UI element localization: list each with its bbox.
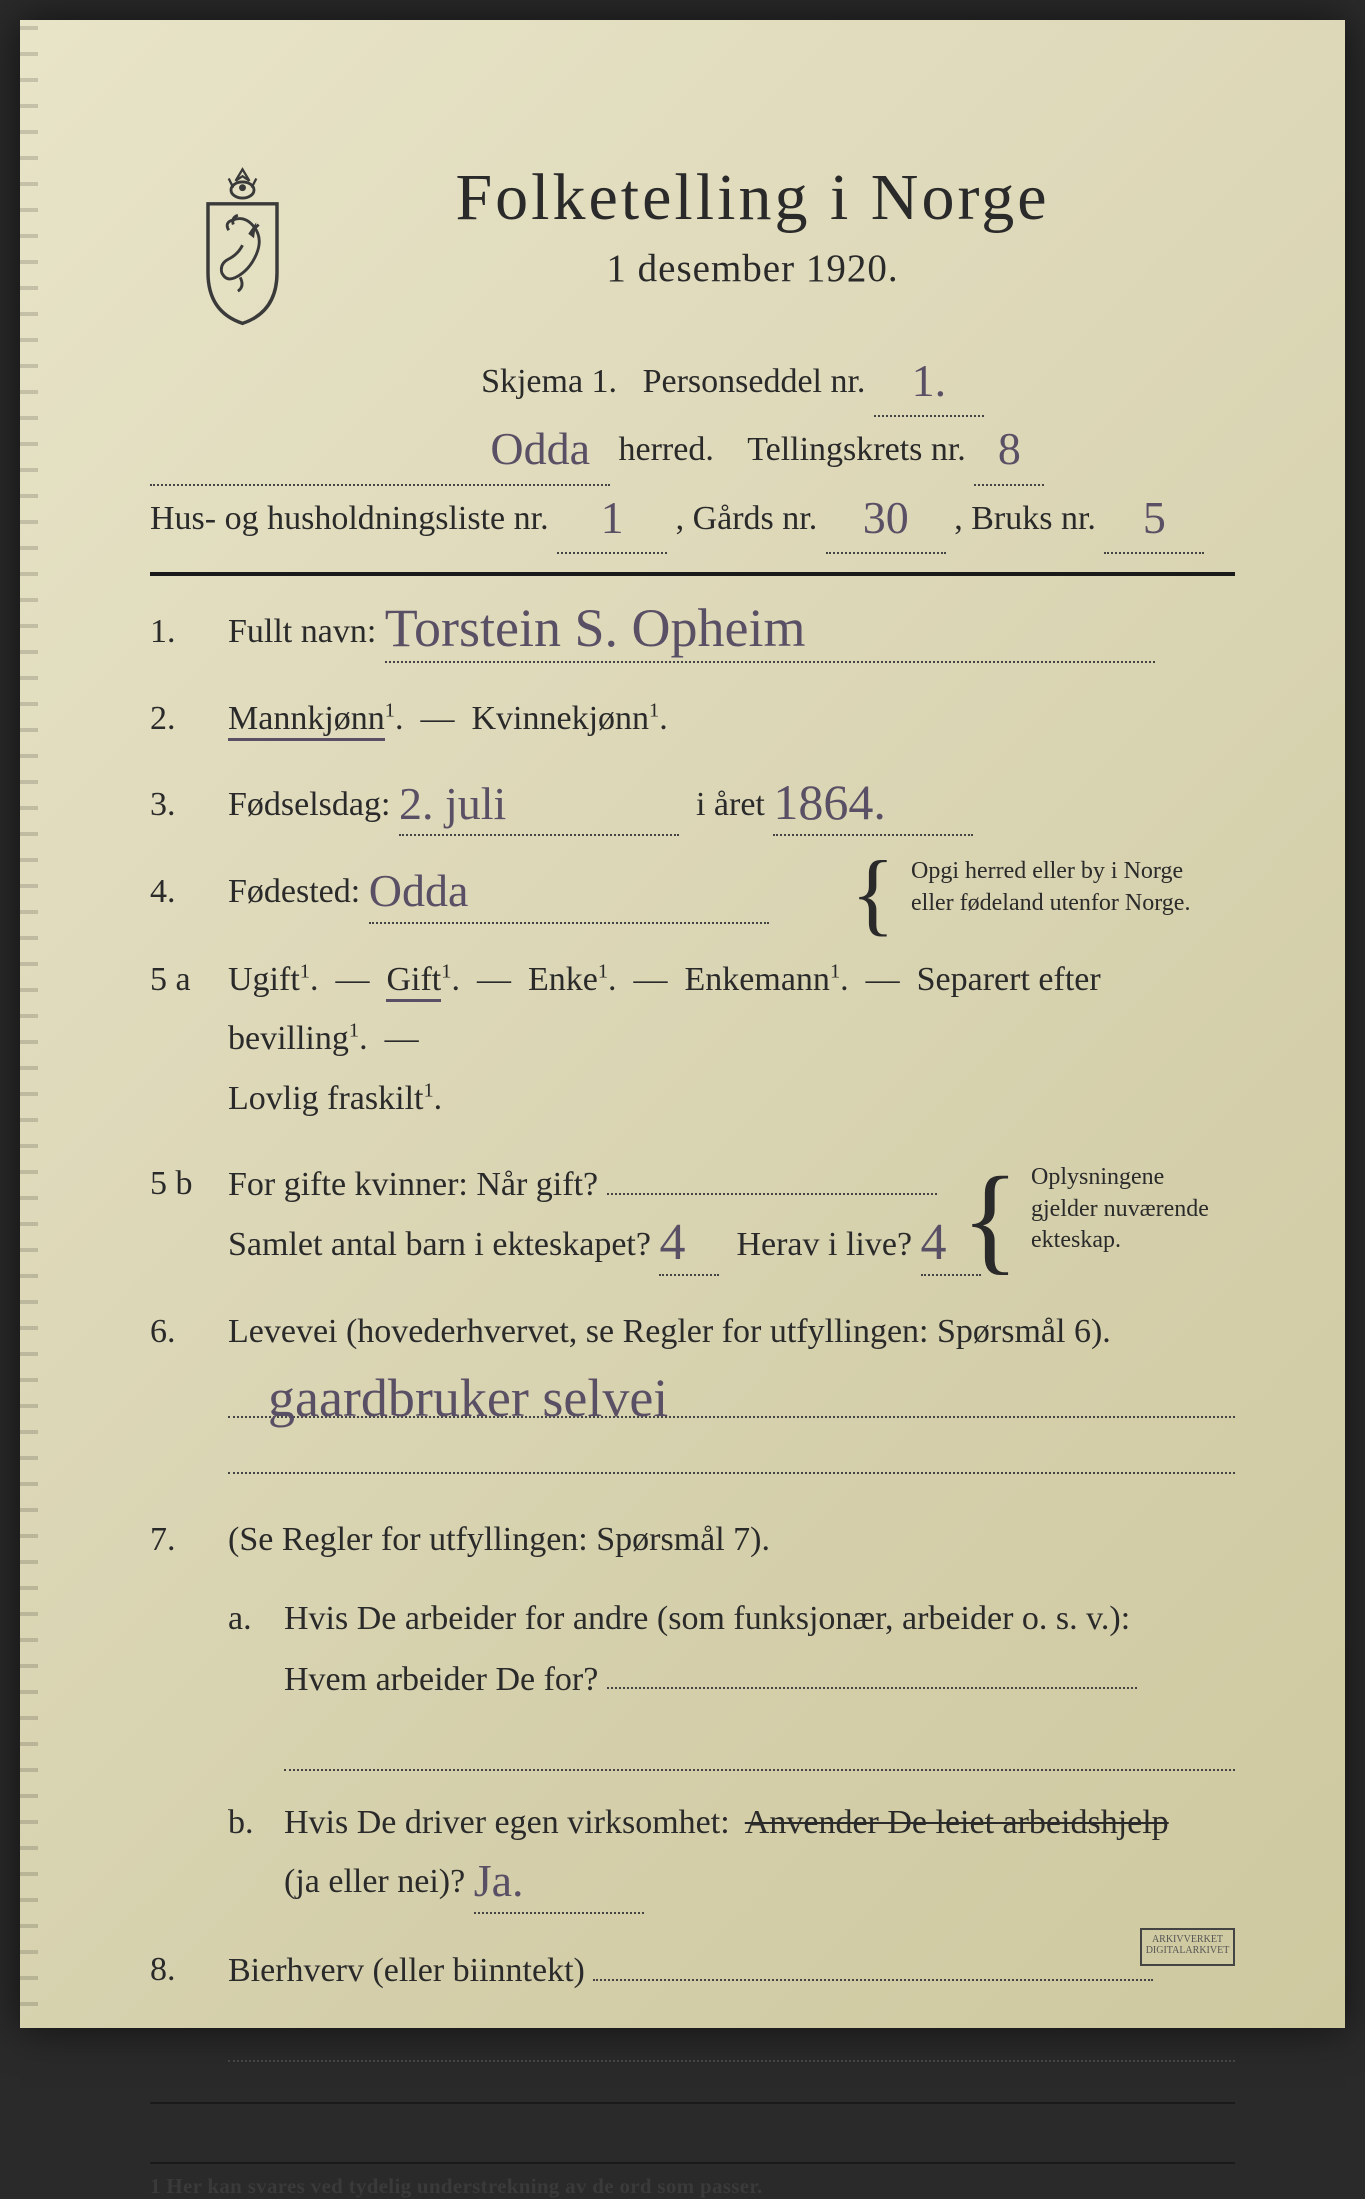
q5a-opt4: Enkemann: [685, 961, 830, 998]
question-4: 4. Fødested: Odda { Opgi herred eller by…: [150, 862, 1235, 924]
hus-nr: 1: [601, 500, 624, 537]
q6-value: gaardbruker selvei: [228, 1377, 668, 1420]
q1-label: Fullt navn:: [228, 613, 376, 650]
footnote-2: 1 Her kan svares ved tydelig understrekn…: [150, 2174, 1235, 2199]
brace-icon: {: [961, 1162, 1019, 1276]
q5b-label3: Herav i live?: [736, 1226, 912, 1263]
q1-value: Torstein S. Opheim: [385, 607, 806, 650]
q7a-text2: Hvem arbeider De for?: [284, 1660, 598, 1697]
form-date: 1 desember 1920.: [270, 246, 1235, 291]
gards-label: , Gårds nr.: [676, 500, 818, 537]
q5a-opt6: Lovlig fraskilt: [228, 1080, 423, 1117]
q7b-value: Ja.: [474, 1863, 524, 1900]
q2-mann: Mannkjønn: [228, 700, 385, 741]
question-3: 3. Fødselsdag: 2. juli i året 1864.: [150, 775, 1235, 837]
q7-label: (Se Regler for utfyllingen: Spørsmål 7).: [228, 1521, 770, 1558]
bruks-nr: 5: [1143, 500, 1166, 537]
q4-note2: eller fødeland utenfor Norge.: [911, 888, 1241, 919]
q7a-text1: Hvis De arbeider for andre (som funksjon…: [284, 1600, 1130, 1637]
q5a-opt5: Separert efter bevilling: [228, 961, 1101, 1058]
bruks-label: , Bruks nr.: [954, 500, 1096, 537]
q4-value: Odda: [369, 873, 469, 910]
q3-year-label: i året: [696, 786, 765, 823]
q3-year: 1864.: [773, 782, 886, 822]
question-5a: 5 a Ugift1. — Gift1. — Enke1. — Enkemann…: [150, 950, 1235, 1129]
census-form-page: Folketelling i Norge 1 desember 1920. Sk…: [20, 20, 1345, 2028]
questions-block: 1. Fullt navn: Torstein S. Opheim 2. Man…: [150, 602, 1235, 2072]
question-5b: 5 b For gifte kvinner: Når gift? Samlet …: [150, 1154, 1235, 1276]
q4-note1: Opgi herred eller by i Norge: [911, 856, 1241, 887]
q7b-text1: Hvis De driver egen virksomhet:: [284, 1804, 730, 1841]
question-1: 1. Fullt navn: Torstein S. Opheim: [150, 602, 1235, 664]
personseddel-nr: 1.: [912, 363, 947, 400]
archive-stamp: ARKIVVERKETDIGITALARKIVET: [1140, 1928, 1235, 1966]
form-title: Folketelling i Norge: [270, 160, 1235, 236]
q5a-opt2: Gift: [386, 961, 441, 1002]
divider: [150, 2102, 1235, 2104]
q7b-label: b.: [228, 1793, 284, 1914]
form-header: Folketelling i Norge 1 desember 1920.: [270, 160, 1235, 291]
q5b-note3: ekteskap.: [1031, 1225, 1241, 1256]
form-meta: Skjema 1. Personseddel nr. 1. Odda herre…: [150, 349, 1235, 554]
footnote-1: Har man ingen biinntekt av nogen betydni…: [150, 2122, 1235, 2150]
q4-label: Fødested:: [228, 873, 360, 910]
hus-label: Hus- og husholdningsliste nr.: [150, 500, 549, 537]
brace-icon: {: [851, 850, 895, 937]
q5b-note1: Oplysningene: [1031, 1162, 1241, 1193]
q5a-opt1: Ugift: [228, 961, 300, 998]
q5b-barn: 4: [659, 1222, 685, 1264]
q3-day: 2. juli: [399, 786, 506, 823]
herred-label: herred.: [619, 431, 714, 468]
divider: [150, 2162, 1235, 2164]
q8-label: Bierhverv (eller biinntekt): [228, 1952, 585, 1989]
q3-label: Fødselsdag:: [228, 786, 390, 823]
question-6: 6. Levevei (hovederhvervet, se Regler fo…: [150, 1302, 1235, 1484]
tellingskrets-label: Tellingskrets nr.: [747, 431, 966, 468]
coat-of-arms-icon: [185, 165, 300, 330]
tellingskrets-nr: 8: [998, 431, 1021, 468]
q7b-strike: Anvender De leiet arbeidshjelp: [745, 1804, 1169, 1841]
herred-value: Odda: [490, 431, 590, 468]
q5b-label1: For gifte kvinner: Når gift?: [228, 1166, 598, 1203]
gards-nr: 30: [863, 500, 909, 537]
q2-kvinne: Kvinnekjønn: [471, 700, 649, 737]
q5a-opt3: Enke: [528, 961, 598, 998]
q5b-note2: gjelder nuværende: [1031, 1194, 1241, 1225]
q7a-label: a.: [228, 1589, 284, 1781]
q6-label: Levevei (hovederhvervet, se Regler for u…: [228, 1313, 1111, 1350]
divider: [150, 572, 1235, 576]
personseddel-label: Personseddel nr.: [643, 363, 866, 400]
question-8: 8. Bierhverv (eller biinntekt): [150, 1940, 1235, 2072]
question-7: 7. (Se Regler for utfyllingen: Spørsmål …: [150, 1510, 1235, 1914]
skjema-label: Skjema 1.: [481, 363, 617, 400]
q5b-label2: Samlet antal barn i ekteskapet?: [228, 1226, 651, 1263]
q7b-text2: (ja eller nei)?: [284, 1863, 465, 1900]
q5b-live: 4: [921, 1222, 947, 1264]
question-2: 2. Mannkjønn1. — Kvinnekjønn1.: [150, 689, 1235, 749]
